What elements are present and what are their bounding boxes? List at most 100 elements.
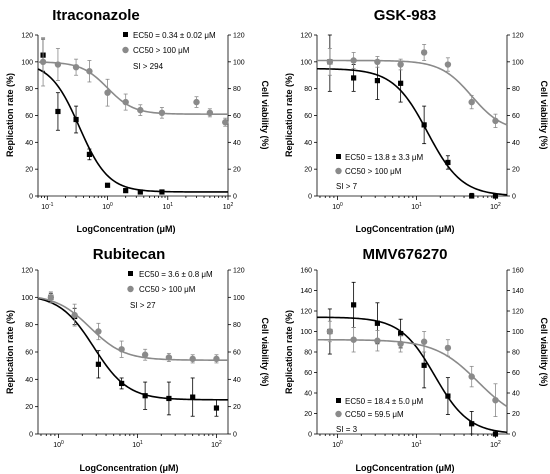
y-axis-label-left: Replication rate (%): [284, 310, 294, 394]
x-axis-label: LogConcentration (μM): [356, 463, 455, 473]
data-point-square: [166, 395, 172, 402]
y-tick-label-right: 100: [512, 329, 524, 336]
y-tick-label-left: 60: [304, 113, 312, 120]
legend-marker-square: [128, 271, 133, 276]
legend: EC50 = 18.4 ± 5.0 μM CC50 = 59.5 μM SI =…: [335, 397, 423, 434]
legend-marker-circle: [335, 167, 342, 175]
y-tick-label-right: 40: [512, 391, 520, 398]
x-tick-label: 101: [132, 440, 143, 449]
y-tick-label-left: 80: [304, 350, 312, 357]
data-point-circle: [158, 109, 166, 117]
legend-entry-ec50: EC50 = 3.6 ± 0.8 μM: [139, 270, 213, 279]
data-point-circle: [165, 354, 173, 361]
y-tick-label-left: 40: [25, 377, 33, 384]
data-point-square: [137, 189, 143, 195]
y-tick-label-right: 80: [233, 86, 241, 93]
y-tick-label-left: 20: [304, 167, 312, 174]
data-point-circle: [492, 396, 499, 404]
y-tick-label-right: 20: [233, 167, 241, 174]
legend: EC50 = 3.6 ± 0.8 μM CC50 > 100 μM SI > 2…: [127, 270, 213, 310]
data-point-circle: [137, 106, 144, 114]
x-tick-label: 100: [102, 202, 113, 211]
y-tick-label-left: 60: [304, 370, 312, 377]
legend-marker-circle: [335, 410, 342, 418]
fit-curve-ec50: [37, 68, 228, 193]
legend-entry-cc50: CC50 > 100 μM: [133, 46, 190, 55]
data-point-square: [469, 193, 475, 199]
legend-marker-square: [123, 32, 128, 37]
y-axis-label-left: Replication rate (%): [284, 73, 294, 157]
data-point-circle: [444, 344, 452, 352]
data-point-square: [492, 193, 499, 199]
data-point-square: [398, 80, 404, 86]
plot-area: 0 20 40 60 80 100 120 0 20 40 60 80 100 120 100 101 102: [21, 268, 244, 450]
panel-itraconazole: Itraconazole 0 20 40 60 80 100 120 0 20 40 60 80 100…: [5, 7, 270, 234]
y-tick-label-right: 0: [512, 194, 516, 201]
data-point-square: [55, 108, 61, 115]
panel-rubitecan: Rubitecan 0 20 40 60 80 100 120 0 20 40 60 80 100 120…: [5, 246, 270, 473]
y-tick-label-left: 0: [29, 194, 33, 201]
data-point-square: [119, 380, 125, 387]
legend-entry-ec50: EC50 = 18.4 ± 5.0 μM: [345, 397, 423, 406]
y-tick-label-left: 120: [21, 268, 33, 275]
data-point-square: [421, 122, 427, 128]
chart-title: Itraconazole: [52, 7, 140, 24]
legend-marker-circle: [122, 46, 129, 54]
data-point-circle: [350, 57, 357, 64]
legend-entry-ec50: EC50 = 0.34 ± 0.02 μM: [133, 31, 216, 40]
data-point-circle: [95, 328, 102, 335]
data-point-square: [421, 362, 427, 368]
data-point-square: [213, 405, 220, 411]
x-axis-label: LogConcentration (μM): [356, 224, 455, 234]
data-point-square: [469, 421, 475, 427]
y-tick-label-right: 40: [512, 140, 520, 147]
data-point-square: [159, 189, 165, 195]
y-tick-label-left: 160: [300, 268, 312, 275]
y-tick-label-right: 100: [512, 59, 524, 66]
legend-entry-ec50: EC50 = 13.8 ± 3.3 μM: [345, 153, 423, 162]
data-point-circle: [350, 336, 357, 343]
legend-note-si: SI > 27: [130, 301, 156, 310]
y-tick-label-left: 20: [304, 411, 312, 418]
y-axis-label-right: Cell viability (%): [539, 317, 549, 386]
panel-gsk-983: GSK-983 0 20 40 60 80 100 120 0 20 40 60 80 100 120 10…: [284, 7, 549, 234]
data-point-circle: [104, 89, 111, 96]
data-point-square: [73, 116, 79, 123]
plot-area: 0 20 40 60 80 100 120 0 20 40 60 80 100 120 100 101 102: [300, 33, 523, 212]
y-tick-label-left: 120: [300, 309, 312, 316]
y-axis-label-right: Cell viability (%): [260, 80, 270, 149]
data-point-square: [95, 361, 102, 367]
data-point-circle: [122, 98, 129, 106]
y-axis-label-right: Cell viability (%): [539, 80, 549, 149]
legend-note-si: SI > 294: [133, 62, 164, 71]
data-point-circle: [374, 337, 381, 344]
y-axis-label-left: Replication rate (%): [5, 73, 15, 157]
data-point-circle: [326, 328, 334, 335]
y-tick-label-right: 20: [233, 404, 241, 411]
y-tick-label-right: 60: [512, 370, 520, 377]
data-point-square: [398, 330, 404, 337]
y-tick-label-left: 140: [300, 288, 312, 295]
data-point-circle: [118, 346, 125, 353]
plot-area: 0 20 40 60 80 100 120 0 20 40 60 80 100 120 10-1 100 101…: [21, 33, 244, 212]
data-point-square: [123, 188, 129, 194]
y-tick-label-right: 160: [512, 268, 524, 275]
data-point-square: [351, 75, 357, 81]
y-tick-label-right: 0: [233, 432, 237, 439]
y-tick-label-left: 20: [25, 167, 33, 174]
y-tick-label-left: 0: [308, 194, 312, 201]
legend-note-si: SI = 3: [336, 425, 358, 434]
y-tick-label-right: 100: [233, 59, 245, 66]
data-point-circle: [86, 68, 93, 75]
x-tick-label: 100: [332, 440, 343, 449]
data-point-circle: [213, 355, 220, 363]
y-tick-label-right: 100: [233, 295, 245, 302]
data-point-circle: [420, 338, 428, 345]
data-point-square: [445, 393, 451, 399]
y-tick-label-right: 120: [512, 33, 524, 40]
data-point-circle: [39, 58, 47, 66]
y-tick-label-right: 40: [233, 140, 241, 147]
legend-entry-cc50: CC50 > 100 μM: [139, 285, 196, 294]
x-tick-label: 101: [411, 202, 422, 211]
